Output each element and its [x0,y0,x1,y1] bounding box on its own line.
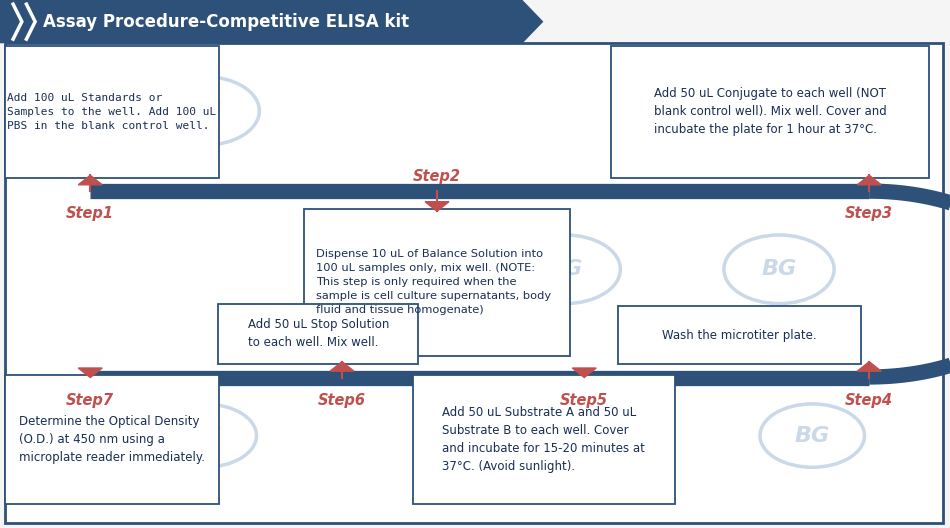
Text: BG: BG [547,259,583,279]
FancyBboxPatch shape [304,209,570,356]
FancyBboxPatch shape [5,375,218,504]
Text: BG: BG [186,101,222,121]
Text: Add 50 uL Conjugate to each well (NOT
blank control well). Mix well. Cover and
i: Add 50 uL Conjugate to each well (NOT bl… [654,88,886,136]
Text: Add 50 uL Stop Solution
to each well. Mix well.: Add 50 uL Stop Solution to each well. Mi… [248,318,389,350]
Text: Dispense 10 uL of Balance Solution into
100 uL samples only, mix well. (NOTE:
Th: Dispense 10 uL of Balance Solution into … [316,250,551,315]
FancyBboxPatch shape [413,375,674,504]
FancyBboxPatch shape [618,306,861,364]
Text: Step6: Step6 [318,393,366,408]
FancyBboxPatch shape [218,304,418,364]
Text: Add 50 uL Substrate A and 50 uL
Substrate B to each well. Cover
and incubate for: Add 50 uL Substrate A and 50 uL Substrat… [443,406,645,473]
FancyBboxPatch shape [5,46,218,178]
Text: Determine the Optical Density
(O.D.) at 450 nm using a
microplate reader immedia: Determine the Optical Density (O.D.) at … [19,415,204,464]
Polygon shape [425,202,449,211]
Text: Step3: Step3 [846,206,893,221]
Text: Step4: Step4 [846,393,893,408]
Text: Add 100 uL Standards or
Samples to the well. Add 100 uL
PBS in the blank control: Add 100 uL Standards or Samples to the w… [7,93,217,131]
Text: Wash the microtiter plate.: Wash the microtiter plate. [662,329,817,342]
Text: BG: BG [186,426,222,446]
Polygon shape [857,362,882,371]
Polygon shape [572,368,597,378]
Polygon shape [330,362,354,371]
Polygon shape [857,175,882,185]
Polygon shape [78,175,103,185]
Text: BG: BG [761,259,797,279]
Text: Step7: Step7 [66,393,114,408]
Text: Step5: Step5 [560,393,608,408]
FancyBboxPatch shape [611,46,929,178]
Text: BG: BG [794,426,830,446]
Text: Step1: Step1 [66,206,114,221]
FancyBboxPatch shape [5,43,943,523]
Polygon shape [0,0,543,43]
Text: Step2: Step2 [413,169,461,184]
Text: BG: BG [547,426,583,446]
Text: Assay Procedure-Competitive ELISA kit: Assay Procedure-Competitive ELISA kit [43,13,408,31]
Polygon shape [78,368,103,378]
